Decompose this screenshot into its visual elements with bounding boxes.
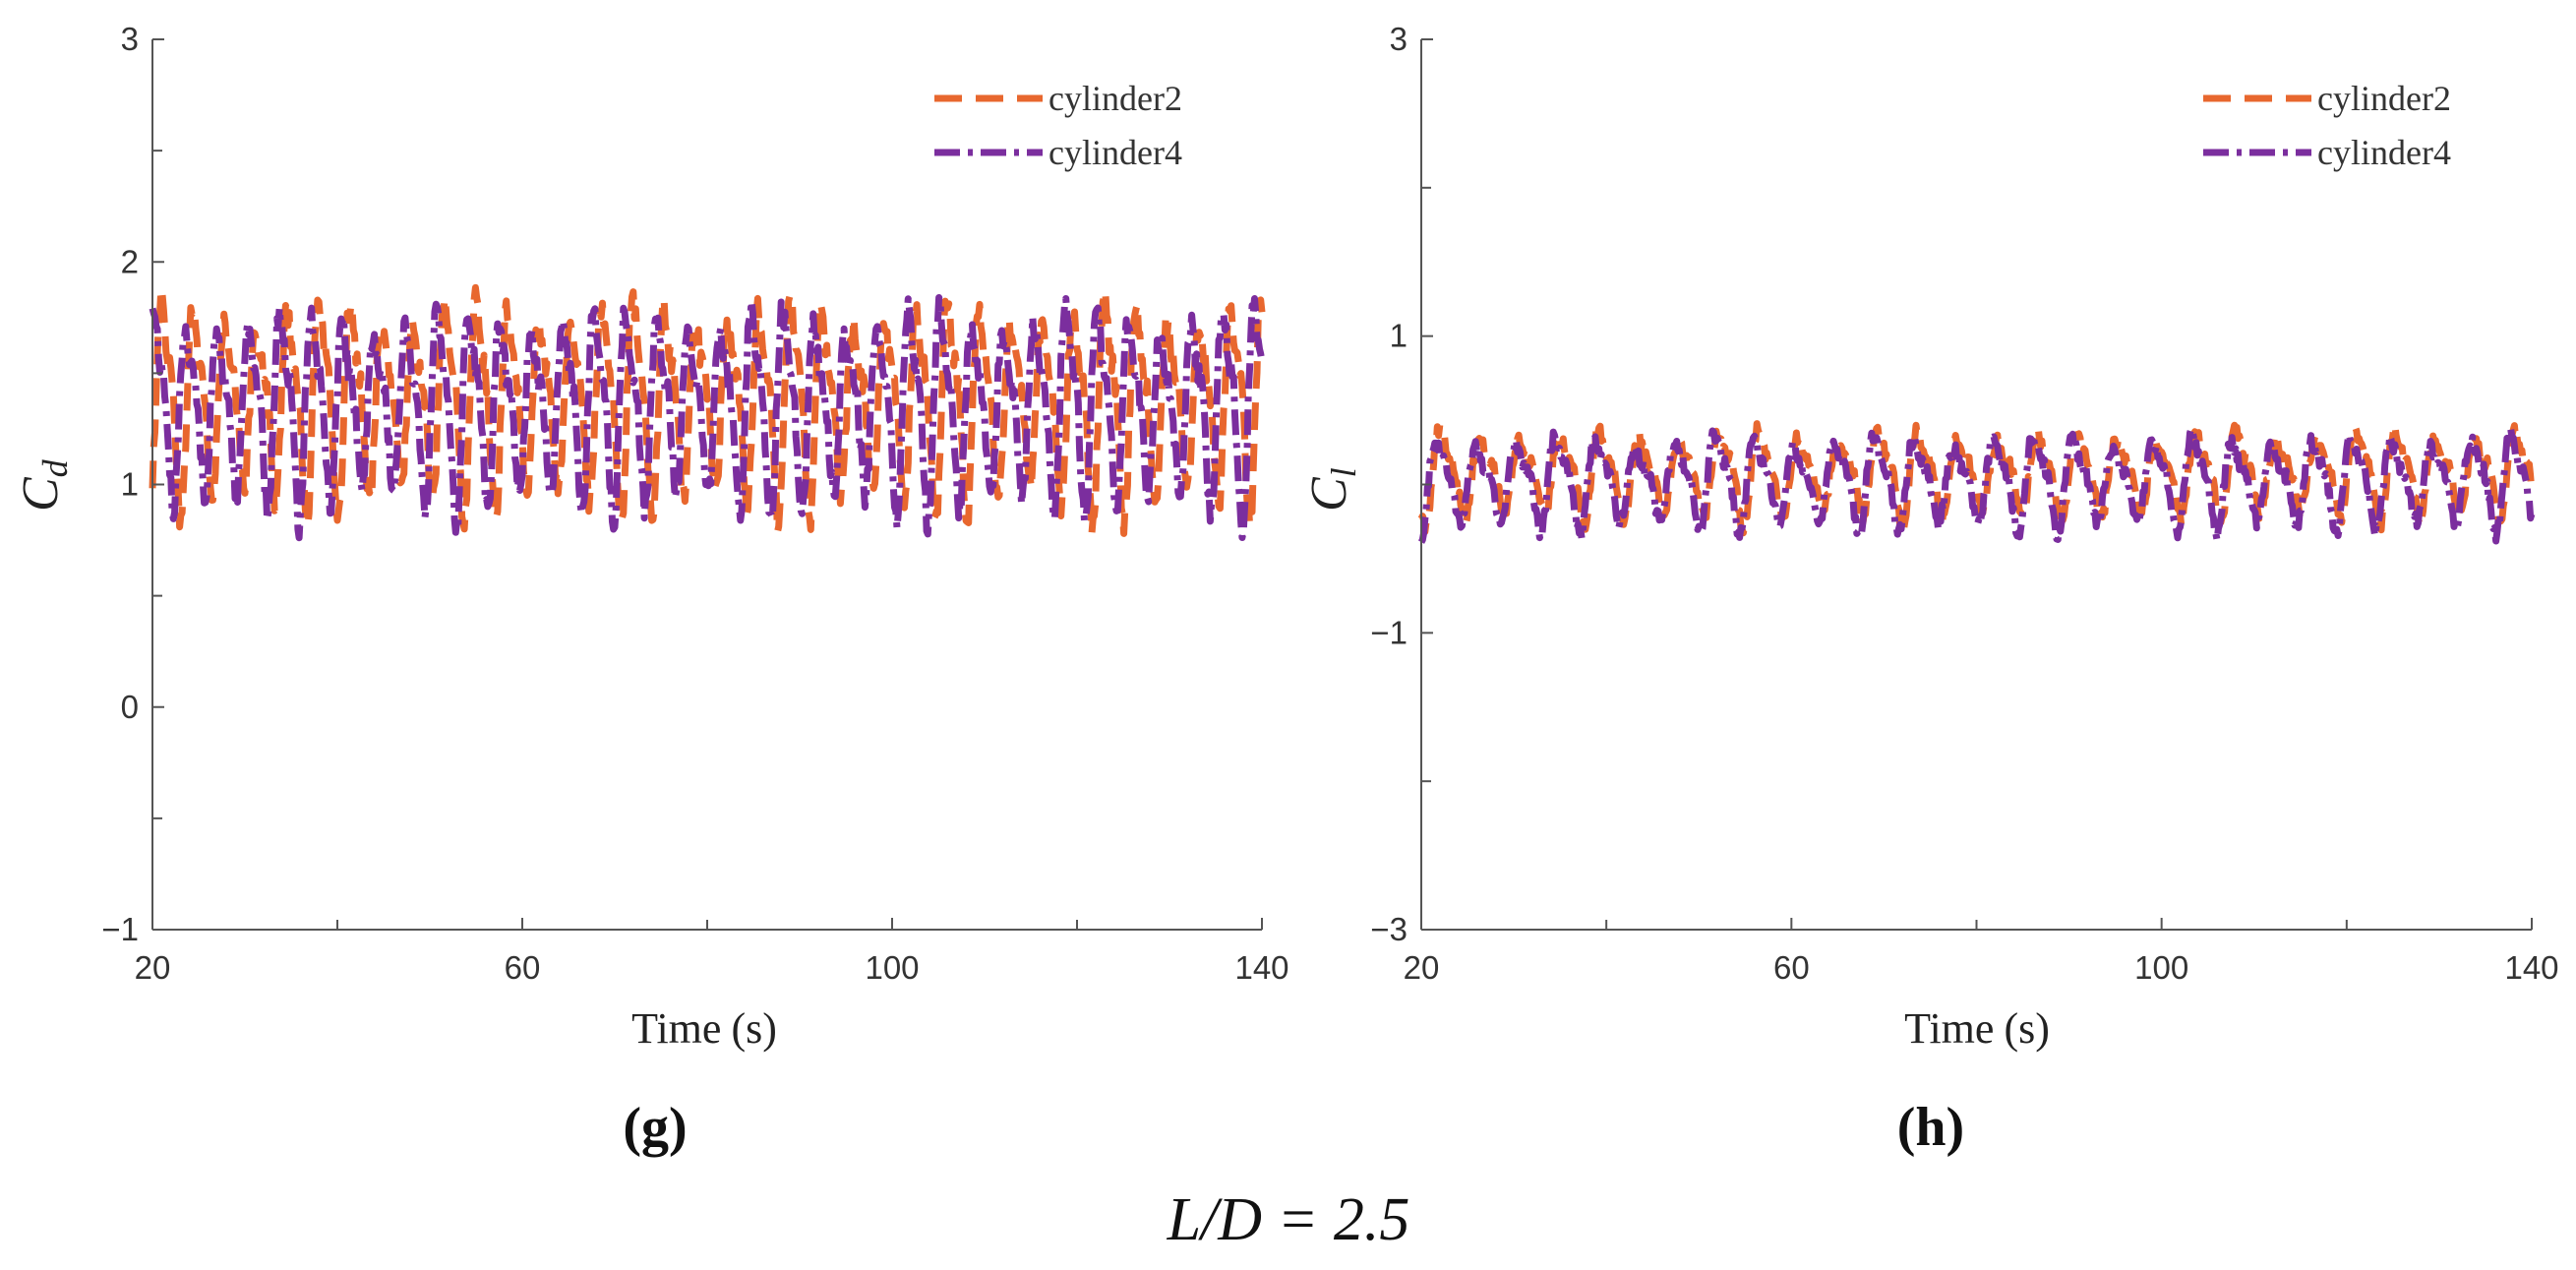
y-tick-label: 0	[121, 689, 139, 725]
series-line-cylinder4	[1417, 425, 2536, 545]
x-tick-label: 60	[505, 949, 541, 986]
y-tick-label: 3	[121, 21, 139, 57]
x-tick-label: 140	[2504, 949, 2558, 986]
x-tick-label: 100	[865, 949, 919, 986]
panel-g-ylabel: Cd	[13, 458, 75, 512]
legend-cylinder2-label: cylinder2	[1048, 79, 1182, 118]
series-line-cylinder4	[149, 294, 1266, 542]
y-tick-label: 2	[121, 243, 139, 279]
x-tick-label: 140	[1234, 949, 1288, 986]
panel-h-series	[1417, 420, 2536, 545]
x-tick-label: 100	[2134, 949, 2188, 986]
y-tick-label: −3	[1370, 911, 1408, 947]
panel-g-series	[149, 283, 1266, 542]
legend-cylinder4-label: cylinder4	[1048, 133, 1182, 172]
x-tick-label: 20	[1404, 949, 1440, 986]
legend-cylinder2-label: cylinder2	[2317, 79, 2451, 118]
legend-cylinder4-label: cylinder4	[2317, 133, 2451, 172]
panel-h-label: (h)	[1897, 1097, 1964, 1158]
panel-h-axes	[1420, 38, 2533, 931]
series-line-cylinder2	[1417, 420, 2536, 537]
series-line-cylinder2	[149, 283, 1266, 537]
y-tick-label: 3	[1390, 21, 1408, 57]
panel-h-xlabel: Time (s)	[1904, 1004, 2050, 1053]
panel-h-ylabel: Cl	[1301, 467, 1363, 512]
y-tick-label: −1	[101, 911, 139, 947]
panel-g-legend: cylinder2 cylinder4	[934, 79, 1182, 172]
y-tick-label: 1	[121, 466, 139, 503]
panel-g-axes	[151, 38, 1263, 931]
panel-h-legend: cylinder2 cylinder4	[2203, 79, 2451, 172]
panel-g-xlabel: Time (s)	[631, 1004, 777, 1053]
y-tick-label: 1	[1390, 318, 1408, 354]
y-tick-label: −1	[1370, 614, 1408, 650]
panel-g-tick-labels: −1 0 1 2 3 20 60 100 140	[101, 21, 1288, 986]
figure-caption: L/D = 2.5	[1167, 1186, 1410, 1253]
x-tick-label: 60	[1773, 949, 1810, 986]
panel-g-label: (g)	[623, 1097, 687, 1158]
x-tick-label: 20	[135, 949, 171, 986]
panel-h-tick-labels: −3 −1 1 3 20 60 100 140	[1370, 21, 2558, 986]
